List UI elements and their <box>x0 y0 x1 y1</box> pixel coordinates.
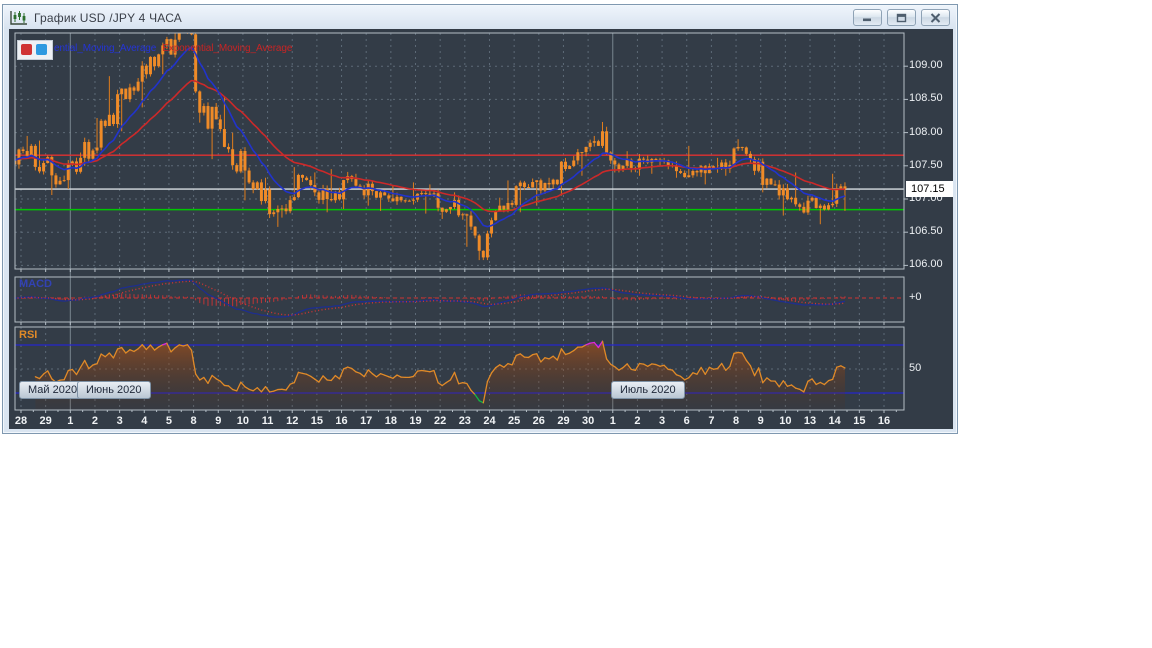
time-axis-label: 6 <box>683 415 690 427</box>
grid-layer <box>15 33 904 410</box>
chart-window: График USD /JPY 4 ЧАСА <box>2 4 958 434</box>
chart-canvas[interactable] <box>9 29 953 429</box>
rsi-panel-label: RSI <box>19 329 38 341</box>
close-icon <box>930 12 941 23</box>
macd-layer <box>15 279 904 318</box>
panel-borders-layer <box>14 32 908 413</box>
time-axis-label: 10 <box>236 415 250 427</box>
time-axis-label: 29 <box>39 415 52 427</box>
time-axis-label: 1 <box>609 415 616 427</box>
time-axis-label: 13 <box>803 415 817 427</box>
time-axis-label: 15 <box>310 415 323 427</box>
time-axis-label: 30 <box>581 415 595 427</box>
window-buttons <box>853 9 950 26</box>
ema1-legend-label: ential_Moving_Average <box>54 43 157 54</box>
ema-blue-swatch <box>36 44 47 55</box>
restore-button[interactable] <box>887 9 916 26</box>
time-axis-label: 24 <box>483 415 496 427</box>
moving-averages-layer <box>15 46 846 228</box>
time-axis-label: 4 <box>141 415 148 427</box>
time-axis-label: 23 <box>458 415 471 427</box>
time-axis-label: 18 <box>384 415 397 427</box>
time-axis-label: 7 <box>708 415 715 427</box>
price-axis-label: 109.00 <box>909 59 943 72</box>
rsi-axis-label: 50 <box>909 362 922 374</box>
time-axis-label: 16 <box>335 415 348 427</box>
month-tag-june: Июнь 2020 <box>77 381 151 399</box>
time-axis-label: 5 <box>165 415 172 427</box>
legend-text-row: ential_Moving_Average Exponential_Moving_… <box>54 43 298 54</box>
macd-axis-label: +0 <box>909 291 922 303</box>
minimize-button[interactable] <box>853 9 882 26</box>
rsi-layer <box>15 340 904 410</box>
time-axis-label: 15 <box>853 415 866 427</box>
time-axis-label: 26 <box>532 415 545 427</box>
time-axis-label: 9 <box>757 415 764 427</box>
price-axis-label: 106.00 <box>909 258 943 271</box>
time-axis-label: 12 <box>286 415 299 427</box>
price-axis-label: 106.50 <box>909 225 943 238</box>
chart-client-area: ential_Moving_Average Exponential_Moving_… <box>9 29 953 429</box>
time-axis-label: 14 <box>828 415 841 427</box>
ema2-legend-label: Exponential_Moving_Average <box>162 43 293 54</box>
time-axis-label: 16 <box>877 415 891 427</box>
time-axis-label: 1 <box>67 415 74 427</box>
time-axis-label: 3 <box>116 415 123 427</box>
time-axis-label: 17 <box>360 415 373 427</box>
price-axis-label: 107.50 <box>909 158 943 171</box>
price-axis-label: 108.50 <box>909 92 943 105</box>
candlestick-chart-icon <box>10 11 27 25</box>
minimize-icon <box>863 18 871 22</box>
price-axis-label: 108.00 <box>909 125 943 138</box>
window-titlebar[interactable]: График USD /JPY 4 ЧАСА <box>4 6 956 29</box>
time-axis-label: 3 <box>659 415 666 427</box>
time-axis-label: 2 <box>91 415 99 427</box>
time-axis-label: 10 <box>779 415 792 427</box>
current-price-tag: 107.15 <box>906 181 953 197</box>
ema-red-swatch <box>21 44 32 55</box>
restore-icon <box>896 13 907 22</box>
time-axis-label: 9 <box>215 415 222 427</box>
time-axis-label: 29 <box>557 415 570 427</box>
time-axis-label: 11 <box>261 415 274 427</box>
time-axis-label: 28 <box>14 415 28 427</box>
time-axis-label: 2 <box>634 415 641 427</box>
macd-panel-label: MACD <box>19 278 52 290</box>
close-button[interactable] <box>921 9 950 26</box>
indicator-legend <box>17 40 53 60</box>
time-axis-label: 8 <box>732 415 740 427</box>
time-axis-label: 25 <box>508 415 521 427</box>
time-axis-label: 22 <box>434 415 447 427</box>
time-axis-label: 8 <box>190 415 197 427</box>
candles-layer <box>15 33 847 261</box>
window-title: График USD /JPY 4 ЧАСА <box>34 10 183 25</box>
time-axis-label: 19 <box>409 415 422 427</box>
month-tag-july: Июль 2020 <box>611 381 685 399</box>
